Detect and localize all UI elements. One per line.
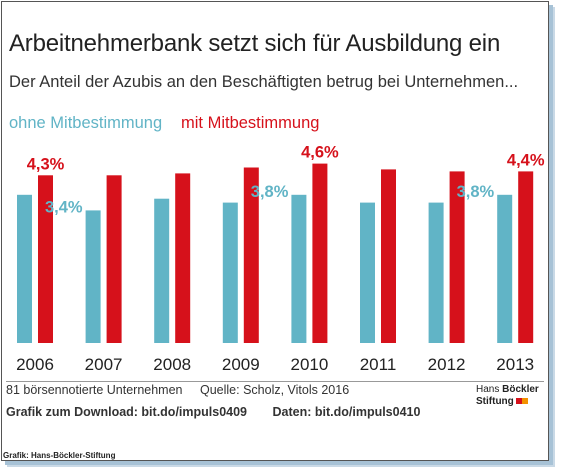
bar-mit-2008 xyxy=(175,173,191,343)
x-tick-2009: 2009 xyxy=(222,355,260,374)
logo-square-orange xyxy=(521,398,528,405)
bar-ohne-2006 xyxy=(17,194,32,343)
bar-mit-2012 xyxy=(449,171,465,343)
bar-mit-2007 xyxy=(106,175,122,343)
bar-mit-2011 xyxy=(381,169,396,343)
chart-subtitle: Der Anteil der Azubis an den Beschäftigt… xyxy=(9,73,519,91)
chart-title: Arbeitnehmerbank setzt sich für Ausbildu… xyxy=(9,30,501,57)
divider xyxy=(6,381,544,382)
legend-ohne-mitbestimmung: ohne Mitbestimmung xyxy=(9,114,163,132)
download-link[interactable]: Grafik zum Download: bit.do/impuls0409 xyxy=(6,405,248,419)
bar-ohne-2012 xyxy=(428,202,444,343)
bar-chart: 4,3% 2006 3,4% 2007 2008 2009 3,8% 4,6% 2010 2011… xyxy=(16,144,545,374)
x-tick-2006: 2006 xyxy=(16,355,54,374)
x-tick-2011: 2011 xyxy=(360,355,397,374)
data-label-ohne-2010: 3,8% xyxy=(251,183,289,201)
data-label-mit-2013: 4,4% xyxy=(507,151,545,169)
logo-square-red xyxy=(515,398,522,405)
data-label-ohne-2013: 3,8% xyxy=(457,183,495,201)
bar-mit-2006 xyxy=(38,175,53,343)
bar-ohne-2011 xyxy=(360,202,375,343)
source-text: Quelle: Scholz, Vitols 2016 xyxy=(200,383,350,397)
bar-mit-2013 xyxy=(518,171,534,343)
logo-stiftung: Stiftung xyxy=(476,396,514,407)
x-tick-2012: 2012 xyxy=(428,355,466,374)
bar-ohne-2013 xyxy=(497,194,513,343)
data-link[interactable]: Daten: bit.do/impuls0410 xyxy=(272,405,421,419)
x-tick-2007: 2007 xyxy=(85,355,123,374)
download-line: Grafik zum Download: bit.do/impuls0409 D… xyxy=(6,405,442,419)
data-label-mit-2010: 4,6% xyxy=(301,144,339,162)
data-label-mit-2006: 4,3% xyxy=(27,155,65,173)
bar-ohne-2007 xyxy=(85,210,101,343)
logo-boeckler: Böckler xyxy=(502,384,539,395)
footer-credit: Grafik: Hans-Böckler-Stiftung xyxy=(3,451,116,460)
bar-ohne-2008 xyxy=(154,198,170,343)
x-tick-2008: 2008 xyxy=(153,355,191,374)
logo-hans: Hans xyxy=(476,384,500,395)
x-tick-2010: 2010 xyxy=(290,355,328,374)
bar-mit-2010 xyxy=(312,163,328,343)
legend-mit-mitbestimmung: mit Mitbestimmung xyxy=(181,114,320,132)
bar-ohne-2010 xyxy=(291,194,307,343)
source-note: 81 börsennotierte Unternehmen Quelle: Sc… xyxy=(6,383,349,397)
bar-ohne-2009 xyxy=(222,202,238,343)
data-label-ohne-2007: 3,4% xyxy=(45,198,83,216)
x-tick-2013: 2013 xyxy=(496,355,534,374)
bar-mit-2009 xyxy=(243,167,259,343)
hans-boeckler-logo: Hans Böckler Stiftung xyxy=(476,384,539,408)
sample-note: 81 börsennotierte Unternehmen xyxy=(6,383,183,397)
